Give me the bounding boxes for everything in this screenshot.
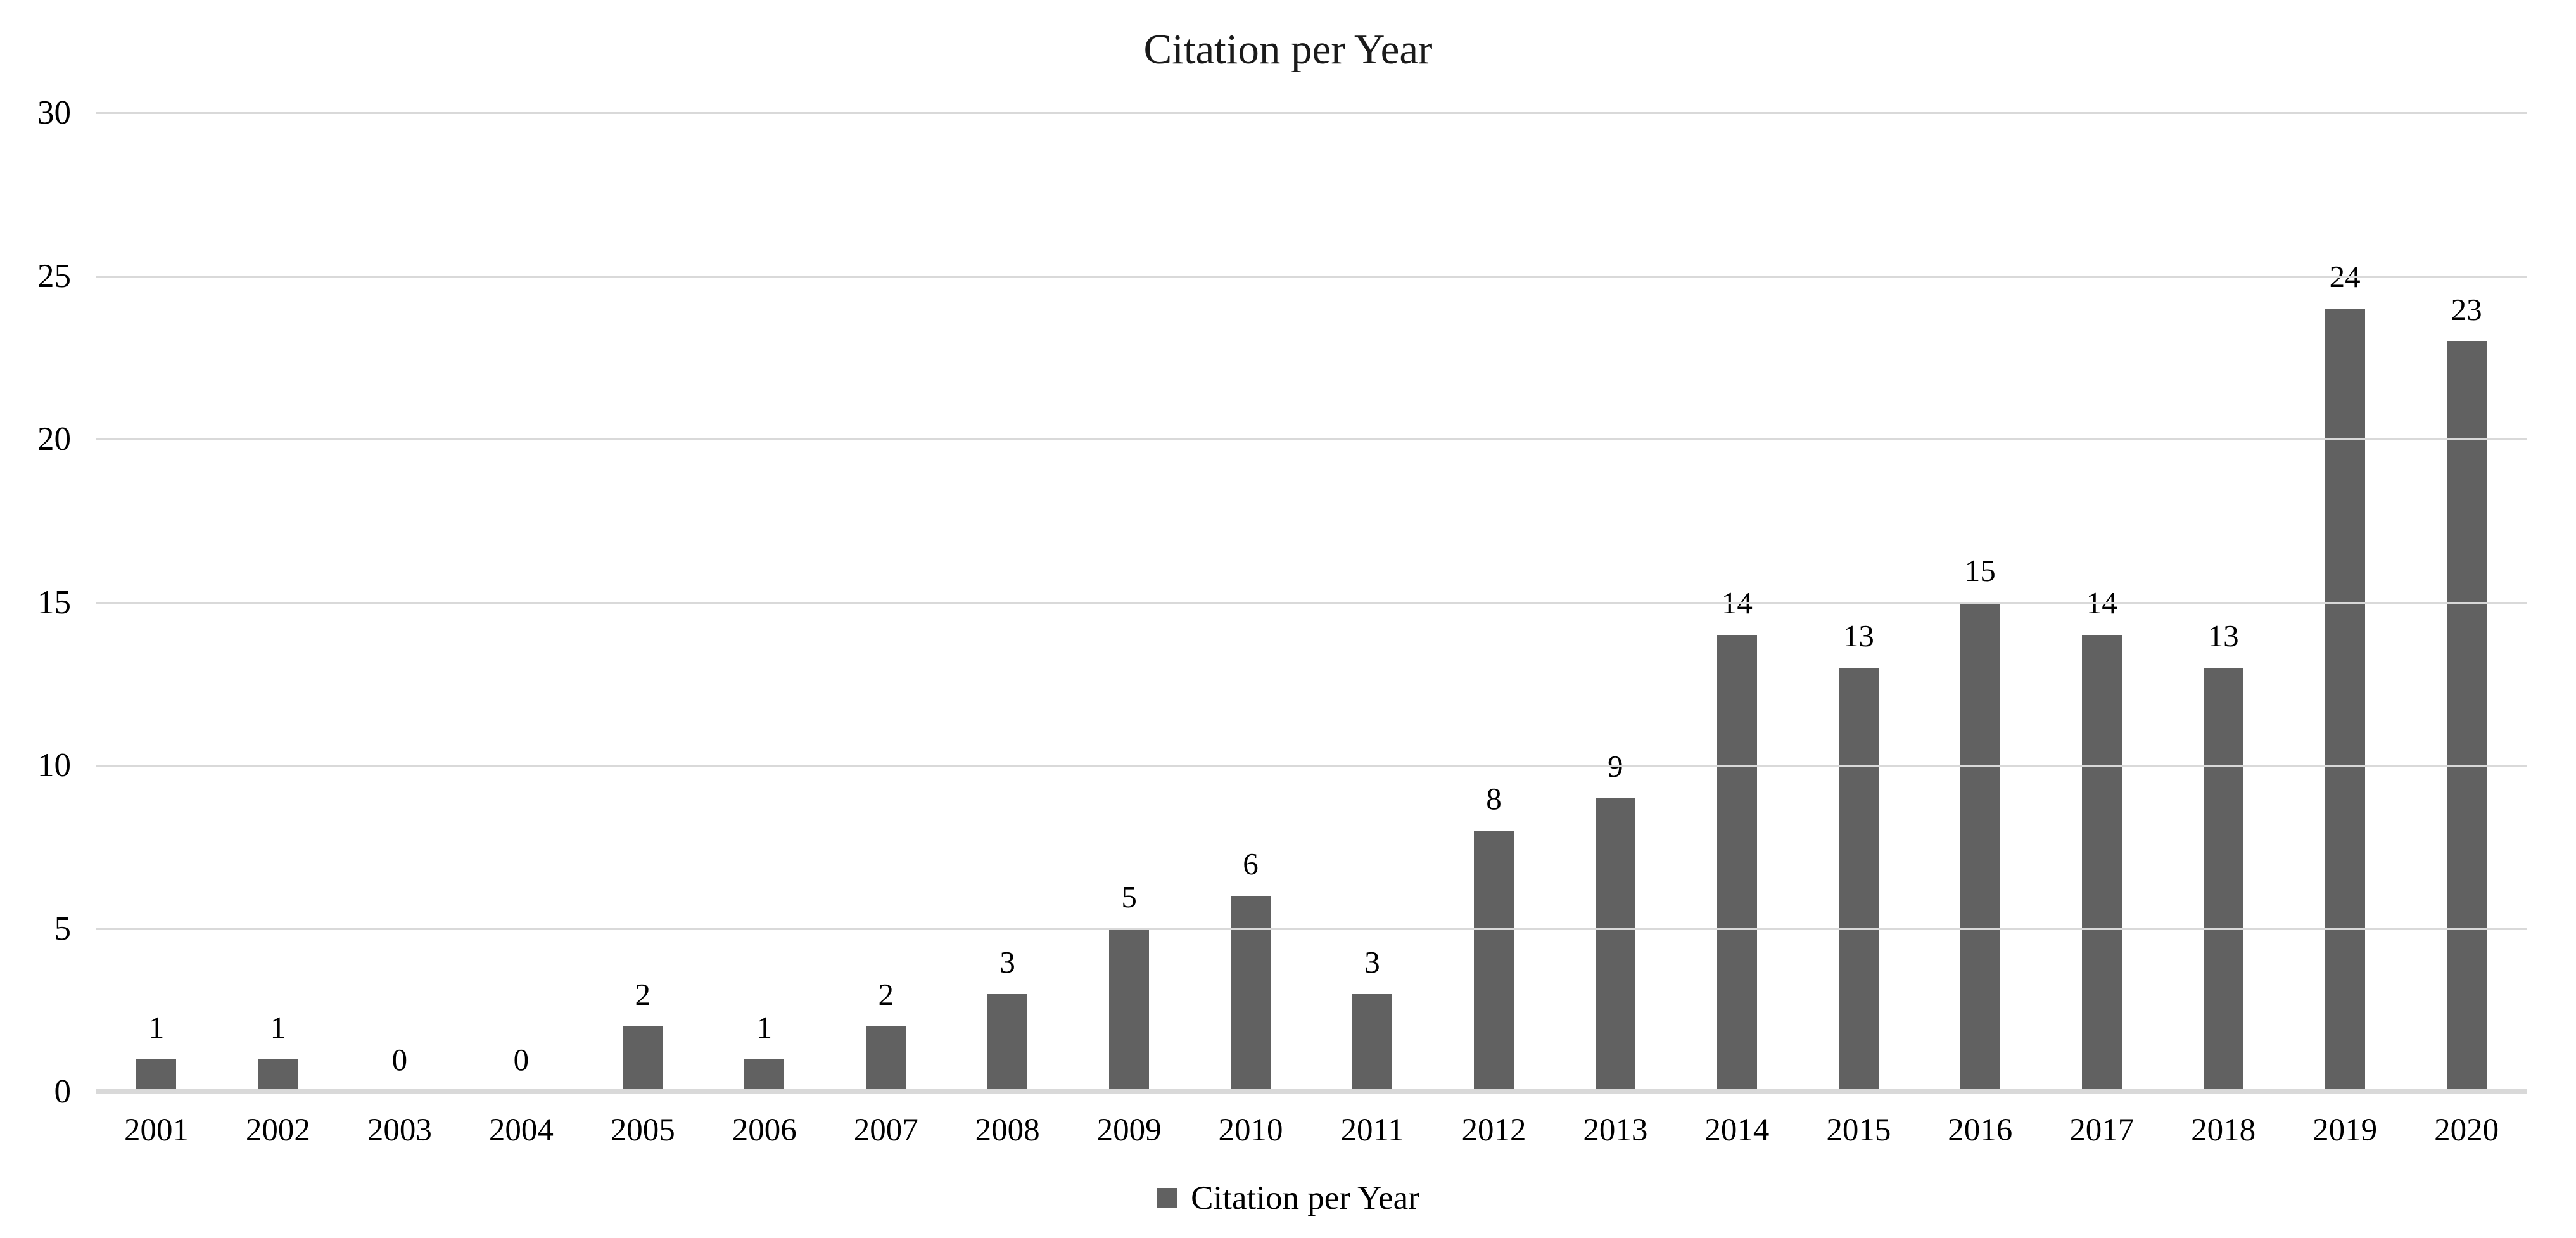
bar (1838, 667, 1879, 1092)
x-axis: 2001 2002 2003 2004 2005 2006 2007 2008 2009 2010… (96, 1113, 2527, 1148)
bar-value-label: 3 (999, 944, 1015, 980)
bar-value-label: 0 (391, 1042, 408, 1077)
x-tick-label: 2017 (2069, 1113, 2135, 1148)
y-tick-label: 30 (37, 94, 71, 131)
y-tick-label: 5 (54, 910, 72, 947)
bar (136, 1059, 177, 1092)
bar-column: 0 (460, 113, 582, 1092)
bar (1231, 896, 1271, 1092)
x-tick-label: 2001 (124, 1113, 189, 1148)
bar (866, 1026, 906, 1092)
bar-value-label: 13 (1843, 618, 1874, 653)
bar-value-label: 6 (1243, 846, 1259, 881)
x-tick-label: 2016 (1948, 1113, 2013, 1148)
x-tick-label: 2002 (245, 1113, 310, 1148)
x-tick-label: 2013 (1583, 1113, 1648, 1148)
y-tick-label: 10 (37, 747, 71, 784)
bar-column: 23 (2406, 113, 2527, 1092)
bar-value-label: 2 (878, 977, 894, 1012)
bar-value-label: 15 (1964, 552, 1996, 588)
x-tick-label: 2003 (367, 1113, 432, 1148)
x-tick-label: 2020 (2434, 1113, 2499, 1148)
bar-value-label: 1 (756, 1009, 772, 1045)
bar-value-label: 1 (148, 1009, 165, 1045)
x-tick-label: 2011 (1340, 1113, 1404, 1148)
x-tick-label: 2015 (1826, 1113, 1891, 1148)
legend-label: Citation per Year (1191, 1180, 1419, 1216)
bar-column: 2 (825, 113, 947, 1092)
bar-value-label: 3 (1364, 944, 1380, 980)
bar (744, 1059, 785, 1092)
bar-column: 14 (2041, 113, 2162, 1092)
legend-swatch-icon (1157, 1188, 1177, 1209)
bar-value-label: 23 (2451, 291, 2482, 327)
y-tick-label: 25 (37, 257, 71, 295)
bar (2325, 309, 2365, 1092)
bar-column: 1 (96, 113, 217, 1092)
bar (258, 1059, 298, 1092)
bar-column: 3 (947, 113, 1069, 1092)
bar-column: 0 (339, 113, 460, 1092)
bar (1473, 831, 1514, 1092)
x-tick-label: 2005 (610, 1113, 675, 1148)
x-tick-label: 2012 (1461, 1113, 1526, 1148)
bar-column: 5 (1069, 113, 1190, 1092)
x-tick-label: 2010 (1218, 1113, 1283, 1148)
bar-column: 1 (217, 113, 339, 1092)
gridline (96, 112, 2527, 114)
x-tick-label: 2007 (853, 1113, 918, 1148)
bar (1352, 993, 1392, 1092)
gridline (96, 438, 2527, 440)
bar (2446, 341, 2487, 1092)
bar-column: 8 (1433, 113, 1554, 1092)
gridline (96, 601, 2527, 604)
legend: Citation per Year (0, 1180, 2576, 1216)
bar-columns: 1 1 0 0 2 1 2 3 5 6 3 8 9 14 13 15 14 13 24 23 (96, 113, 2527, 1092)
gridline (96, 765, 2527, 767)
y-tick-label: 15 (37, 584, 71, 621)
bar-column: 15 (1919, 113, 2041, 1092)
bar-value-label: 2 (635, 977, 651, 1012)
bar-value-label: 5 (1121, 879, 1137, 914)
bar-value-label: 1 (270, 1009, 286, 1045)
y-tick-label: 20 (37, 421, 71, 457)
x-tick-label: 2014 (1704, 1113, 1770, 1148)
bar (1716, 635, 1757, 1092)
bar-column: 2 (582, 113, 704, 1092)
x-tick-label: 2008 (975, 1113, 1040, 1148)
bar (1109, 928, 1150, 1092)
bar-column: 9 (1554, 113, 1676, 1092)
bar-column: 13 (1798, 113, 1919, 1092)
bar-value-label: 13 (2207, 618, 2239, 653)
bar (1960, 602, 2000, 1092)
x-axis-line (96, 1089, 2527, 1094)
bar (623, 1026, 663, 1092)
x-tick-label: 2009 (1096, 1113, 1162, 1148)
bar-column: 13 (2162, 113, 2284, 1092)
gridline (96, 928, 2527, 930)
x-tick-label: 2004 (488, 1113, 554, 1148)
bar-column: 3 (1312, 113, 1433, 1092)
bar-value-label: 8 (1486, 781, 1502, 816)
x-tick-label: 2019 (2313, 1113, 2378, 1148)
gridline (96, 275, 2527, 278)
bar-column: 1 (704, 113, 825, 1092)
bar (2081, 635, 2122, 1092)
plot-area: 1 1 0 0 2 1 2 3 5 6 3 8 9 14 13 15 14 13 24 23 (96, 112, 2527, 1094)
bar (987, 993, 1028, 1092)
chart-title: Citation per Year (1143, 26, 1433, 73)
y-tick-label: 0 (54, 1073, 72, 1110)
x-tick-label: 2006 (732, 1113, 797, 1148)
bar (1595, 798, 1635, 1092)
bar-value-label: 0 (513, 1042, 530, 1077)
x-tick-label: 2018 (2191, 1113, 2256, 1148)
bar (2203, 667, 2243, 1092)
